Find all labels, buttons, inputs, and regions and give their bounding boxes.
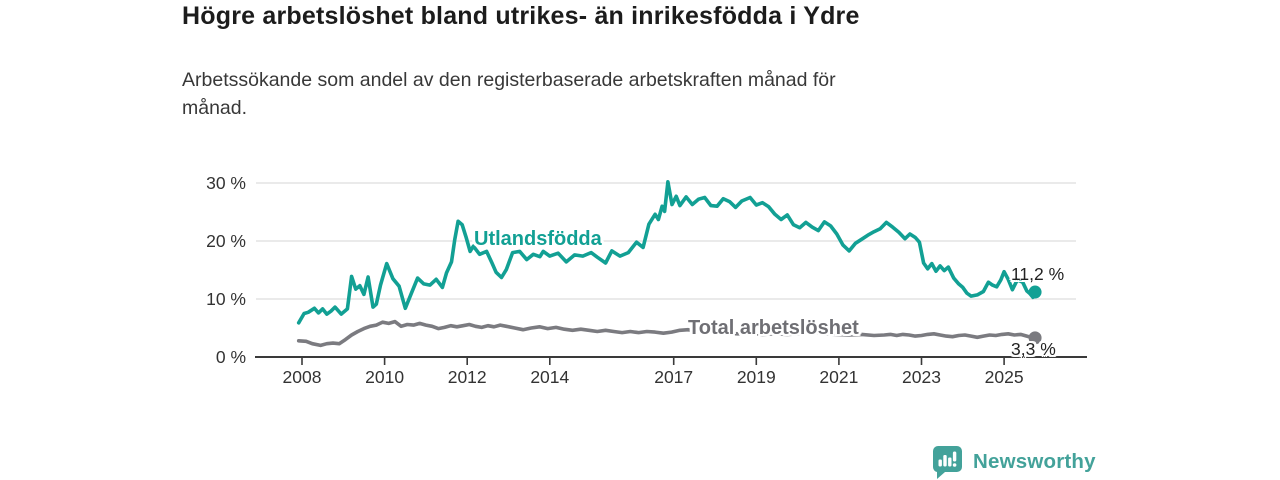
x-axis-tick-label: 2017 <box>654 367 693 387</box>
chart-title: Högre arbetslöshet bland utrikes- än inr… <box>182 2 860 30</box>
x-axis-tick-label: 2008 <box>283 367 322 387</box>
x-axis-tick-label: 2021 <box>819 367 858 387</box>
y-axis-tick-label: 10 % <box>206 289 246 309</box>
chart-subtitle-line-2: månad. <box>182 97 248 119</box>
series-label-utlandsfodda: Utlandsfödda <box>474 228 602 250</box>
series-line-utlandsfodda <box>296 180 1037 325</box>
y-axis-tick-label: 30 % <box>206 173 246 193</box>
chart-subtitle: Arbetssökande som andel av den registerb… <box>182 66 1062 122</box>
chart-subtitle-line-1: Arbetssökande som andel av den registerb… <box>182 69 836 91</box>
x-axis-tick-label: 2010 <box>365 367 404 387</box>
series-end-dot-total <box>1028 331 1042 345</box>
y-axis-tick-label: 0 % <box>216 347 246 367</box>
x-axis-tick-label: 2012 <box>448 367 487 387</box>
y-axis-tick-label: 20 % <box>206 231 246 251</box>
x-axis-tick-label: 2023 <box>902 367 941 387</box>
brand-name: Newsworthy <box>973 450 1096 473</box>
x-axis-tick-label: 2014 <box>530 367 569 387</box>
brand-logo: Newsworthy <box>932 445 1096 479</box>
x-axis-tick-label: 2019 <box>737 367 776 387</box>
series-line-total <box>296 319 1037 348</box>
end-value-label-total: 3,3 % <box>1011 339 1056 359</box>
newsworthy-icon <box>932 445 962 479</box>
series-label-total-arbetsloshet: Total arbetslöshet <box>688 317 859 339</box>
series-end-dot-utlandsfodda <box>1028 285 1042 299</box>
x-axis-tick-label: 2025 <box>985 367 1024 387</box>
end-value-label-utlandsfodda: 11,2 % <box>1011 264 1065 284</box>
